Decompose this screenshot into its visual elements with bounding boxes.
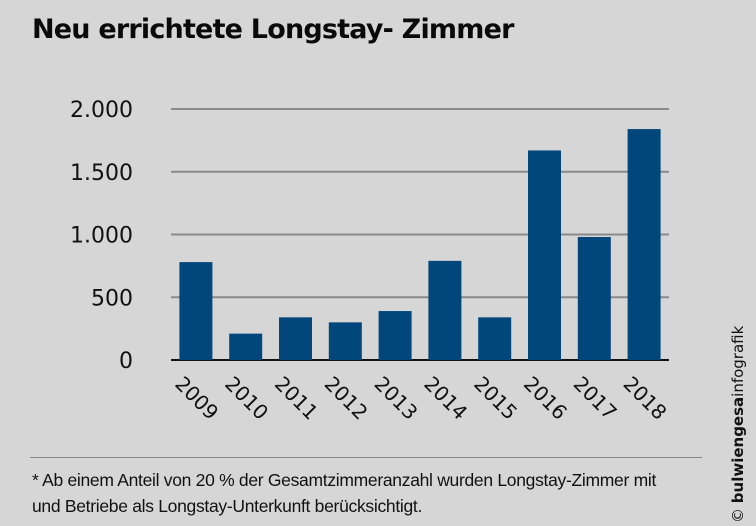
footnote-divider	[30, 457, 702, 458]
bar-2013	[378, 311, 412, 360]
x-tick-label: 2010	[220, 372, 273, 425]
x-tick-label: 2017	[569, 372, 622, 425]
bar-2016	[528, 150, 561, 360]
y-tick-label: 500	[91, 286, 133, 311]
bar-2014	[428, 260, 462, 360]
y-tick-label: 1.000	[70, 224, 133, 249]
footnote: * Ab einem Anteil von 20 % der Gesamtzim…	[32, 467, 722, 519]
bars	[179, 129, 661, 360]
bar-2012	[328, 322, 362, 360]
y-axis-ticks: 0 500 1.000 1.500 2.000	[70, 98, 133, 374]
y-tick-label: 2.000	[70, 98, 133, 123]
x-tick-label: 2016	[519, 372, 572, 425]
x-tick-label: 2009	[170, 372, 223, 425]
bar-2018	[627, 129, 661, 360]
footnote-line-2: und Betriebe als Longstay-Unterkunft ber…	[32, 496, 423, 516]
y-tick-label: 1.500	[70, 161, 133, 186]
x-tick-label: 2014	[419, 372, 472, 425]
bar-2009	[179, 262, 213, 360]
bar-2010	[229, 333, 263, 360]
bar-2011	[279, 317, 312, 360]
credit-suffix: infografik	[729, 325, 747, 397]
x-tick-label: 2018	[619, 372, 672, 425]
x-tick-label: 2012	[320, 372, 373, 425]
x-tick-label: 2013	[370, 372, 423, 425]
bar-2017	[577, 237, 611, 360]
chart-title: Neu errichtete Longstay- Zimmer	[32, 14, 514, 45]
bar-2015	[478, 317, 512, 360]
x-tick-label: 2015	[469, 372, 522, 425]
bar-chart: 0 500 1.000 1.500 2.000 20092010201120122013…	[70, 98, 672, 425]
x-tick-label: 2011	[270, 372, 323, 425]
credit-brand: bulwiengesa	[729, 396, 747, 504]
footnote-line-1: * Ab einem Anteil von 20 % der Gesamtzim…	[32, 470, 657, 490]
y-tick-label: 0	[119, 349, 133, 374]
copyright-icon: ©	[729, 508, 747, 523]
copyright-credit: © bulwiengesainfografik	[729, 326, 747, 523]
